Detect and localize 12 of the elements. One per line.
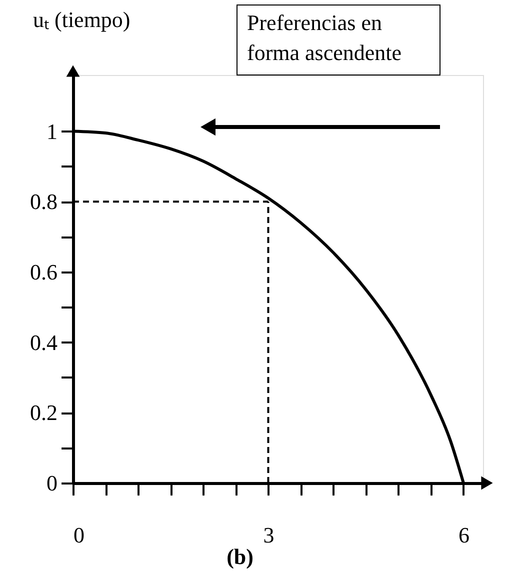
text: (b): [226, 544, 254, 569]
y-tick-label: 0.4: [30, 330, 58, 355]
x-tick-label: 6: [458, 522, 470, 548]
y-tick-label: 0.2: [30, 400, 58, 426]
x-tick-label: 0: [74, 522, 84, 548]
y-tick-label: 1: [46, 118, 58, 144]
y-tick-label: 0.6: [30, 259, 58, 284]
y-tick-label: 0: [46, 470, 58, 496]
x-tick-label: 3: [263, 522, 274, 548]
y-axis-title: uₜ (tiempo): [33, 7, 130, 32]
y-tick-label: 0.8: [30, 189, 58, 214]
text: Preferencias en forma ascendente: [247, 10, 402, 65]
